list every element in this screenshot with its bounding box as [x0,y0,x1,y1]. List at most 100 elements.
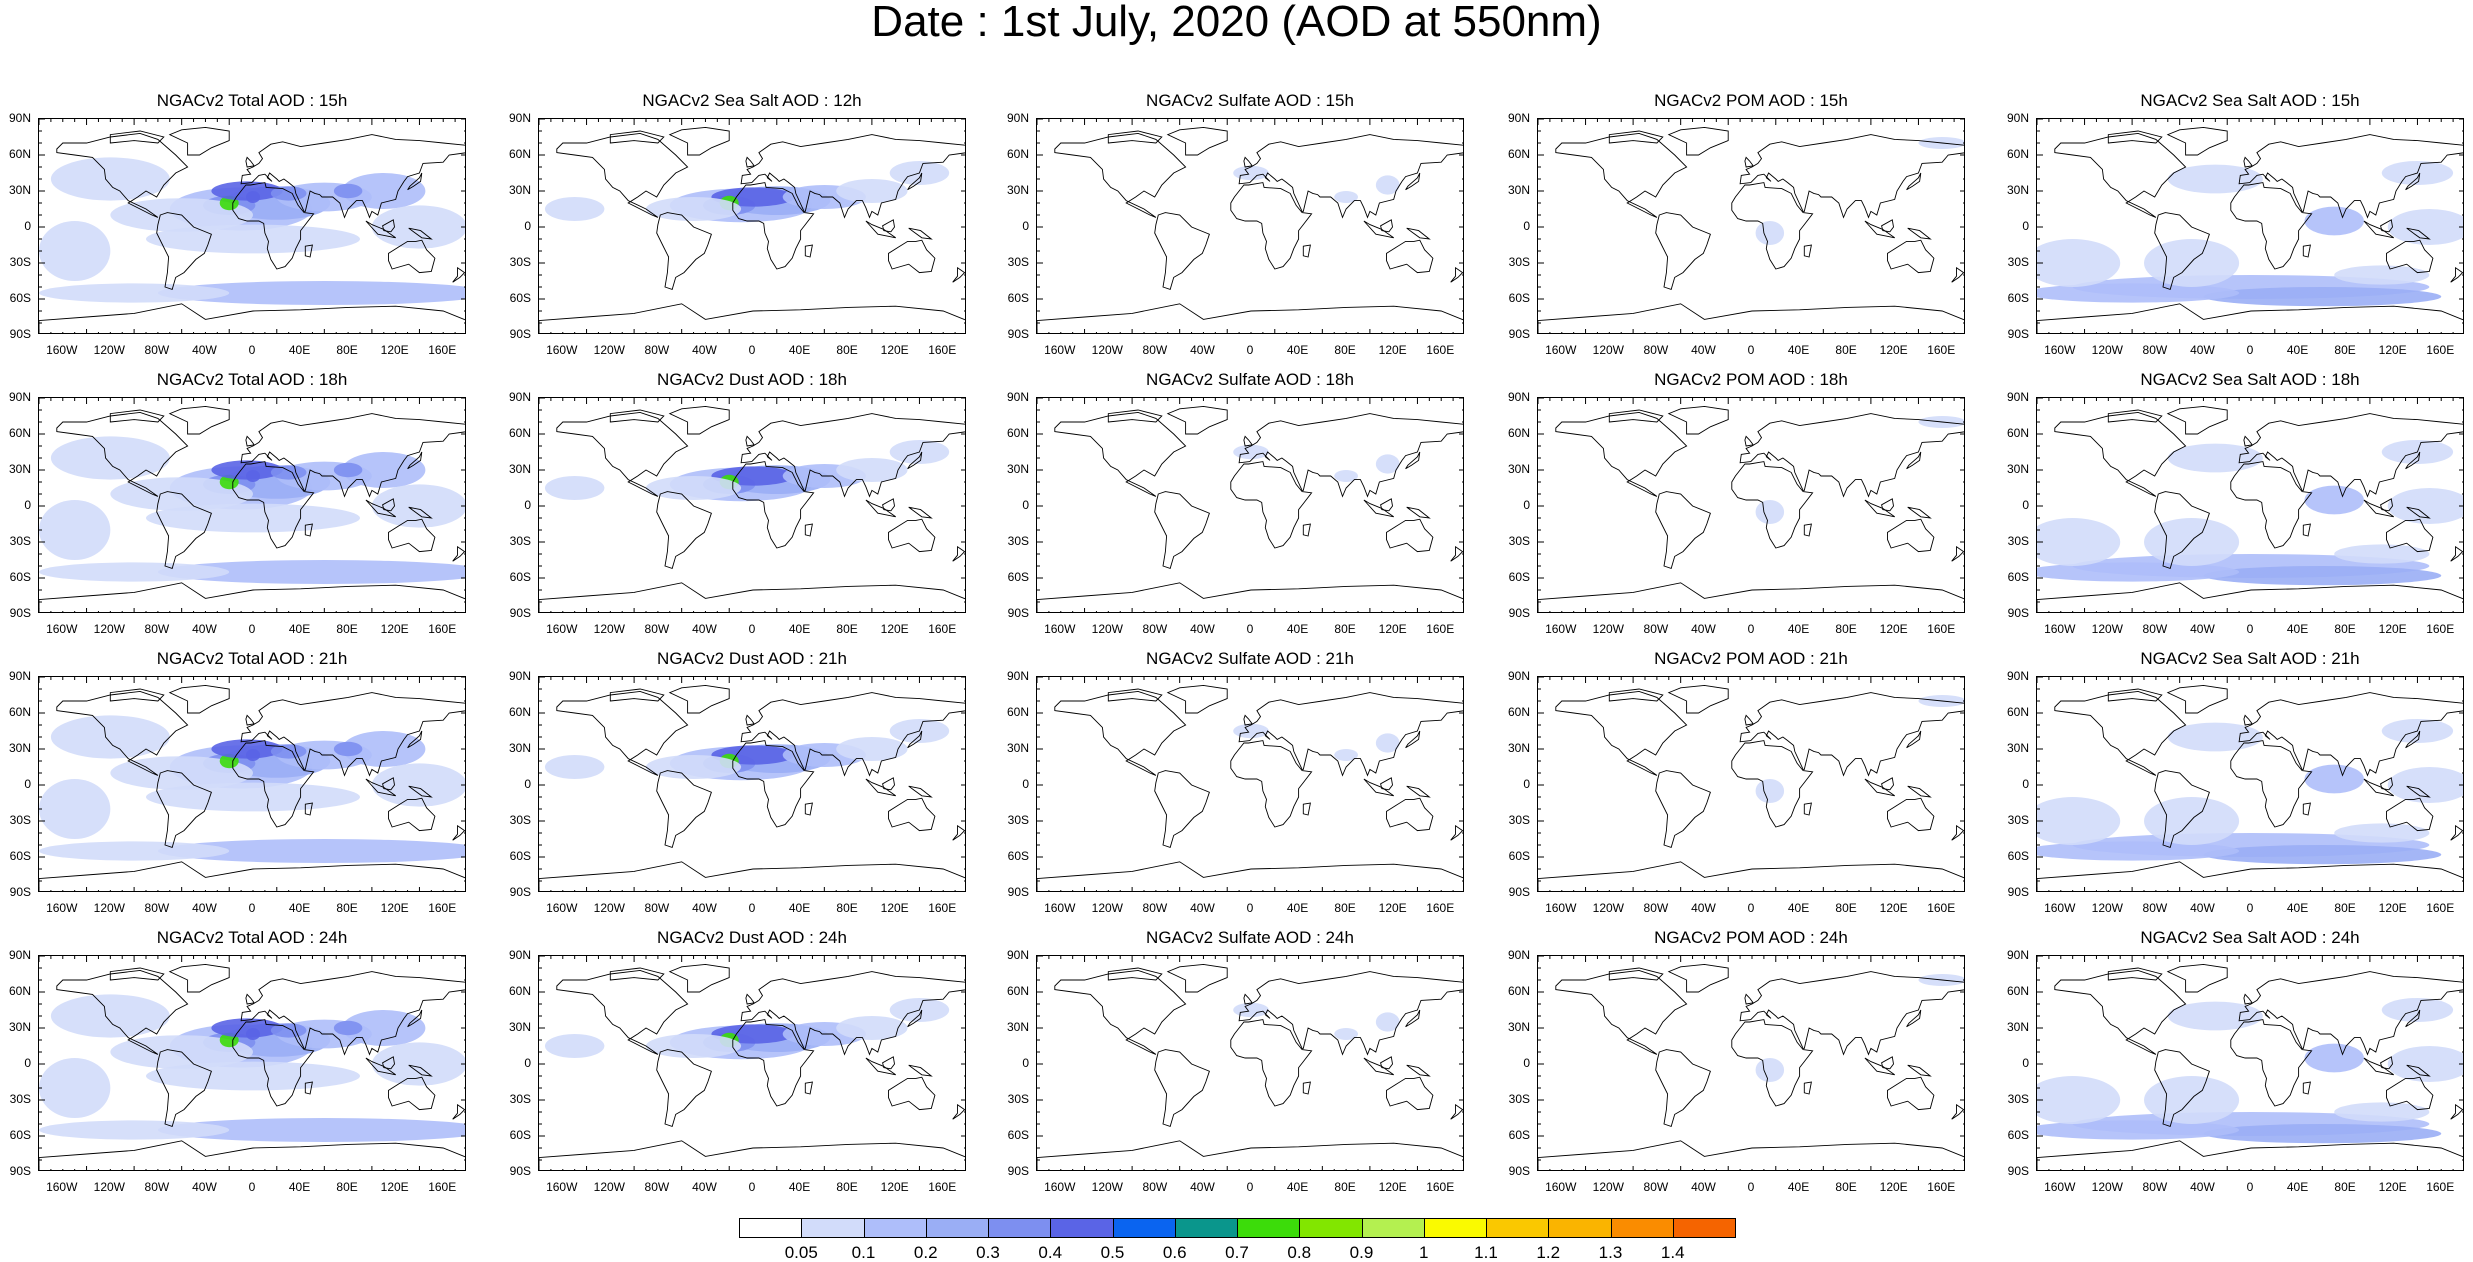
coastline-greenland [668,405,730,435]
latitude-label: 0 [24,1056,31,1070]
longitude-label: 120W [1091,343,1123,357]
longitude-label: 0 [1747,622,1755,636]
coastline-africa [732,182,815,270]
coastline-antarctica [1037,303,1463,333]
coastline-borneo [2380,1056,2393,1070]
latitude-label: 60N [1006,147,1029,161]
colorbar-label: 1.1 [1474,1243,1498,1262]
latitude-label: 30S [509,534,531,548]
longitude-label: 0 [1747,901,1755,915]
longitude-label: 160W [2044,343,2076,357]
coastline-northAmerica [2054,690,2187,776]
aod-region [1233,1002,1269,1018]
longitude-label: 120W [1592,622,1624,636]
coastline-borneo [882,498,895,512]
coastline-africa [232,461,315,549]
colorbar-label: 1.2 [1536,1243,1561,1262]
coastline-japan [1906,730,1922,749]
coastline-newZealand [952,545,965,562]
coastline-antarctica [2037,1140,2463,1170]
world-map [2037,956,2463,1170]
coastline-japan [907,730,923,749]
coastline-northAmerica [556,132,689,218]
coastline-southAmerica [1154,770,1210,848]
coastline-africa [732,461,815,549]
latitude-label: 60N [508,147,531,161]
coastline-southAmerica [2154,212,2210,290]
latitude-label: 60N [8,147,31,161]
coastline-newGuinea [2406,506,2431,519]
coastline-newGuinea [908,1064,933,1077]
latitude-label: 30S [1007,813,1029,827]
coastline-greenland [168,126,230,156]
coastline-africa [2230,740,2313,828]
longitude-label: 40E [788,901,811,915]
latitude-label: 30N [8,1020,31,1034]
longitude-label: 160E [928,622,957,636]
aod-region [39,500,111,560]
longitude-label: 80E [2334,622,2356,636]
aod-region [157,1118,465,1142]
latitude-label: 30N [2006,1020,2029,1034]
aod-region [2334,265,2430,285]
coastline-greatBritain [1744,156,1755,168]
map-panel: NGACv2 POM AOD : 18h 90N 60N 30N 0 30S 60S 90S 1… [1508,370,1965,635]
latitude-label: 90N [2006,669,2029,683]
longitude-label: 80W [2142,622,2168,636]
coastline-greatBritain [745,435,756,447]
latitude-label: 90N [1006,111,1029,125]
latitude-label: 0 [24,219,31,233]
latitude-label: 0 [1523,777,1530,791]
latitude-label: 60N [1006,705,1029,719]
longitude-label: 120W [593,901,625,915]
colorbar-legend: 0.05 0.1 0.2 0.3 0.4 0.5 0.6 0.7 0.8 0.9 1 1.1 1.2 1.… [739,1218,1736,1262]
longitude-label: 160W [46,901,78,915]
aod-region [157,281,465,305]
latitude-label: 60N [2006,984,2029,998]
coastline-eurasia [2238,413,2463,498]
coastline-australia [888,239,936,274]
coastline-greenland [168,963,230,993]
longitude-label: 0 [1246,1180,1254,1194]
longitude-label: 40E [1787,622,1810,636]
aod-region [39,1120,230,1140]
aod-region [1334,749,1358,761]
coastline-greenland [1166,963,1228,993]
latitude-label: 0 [2022,498,2029,512]
coastline-madagascar [1302,1081,1311,1095]
coastline-southAmerica [2154,770,2210,848]
aod-region [646,755,742,779]
coastline-arcticIslands [109,130,165,144]
coastline-indonesia [365,778,396,797]
map-frame [38,955,466,1171]
coastline-borneo [382,777,395,791]
coastline-australia [1386,1076,1434,1111]
longitude-label: 0 [748,1180,756,1194]
map-panel: NGACv2 Sulfate AOD : 18h 90N 60N 30N 0 30S 60S… [1007,370,1464,635]
coastline-newZealand [2450,824,2463,841]
latitude-label: 60S [509,1128,531,1142]
colorbar-swatch [863,1218,927,1238]
colorbar-swatch [739,1218,803,1238]
coastline-northAmerica [2054,411,2187,497]
coastline-antarctica [539,303,965,333]
latitude-label: 90S [509,327,531,341]
longitude-label: 40W [1691,901,1716,915]
longitude-label: 120E [1879,901,1908,915]
coastline-southAmerica [2154,1049,2210,1127]
map-panel: NGACv2 POM AOD : 21h 90N 60N 30N 0 30S 60S 90S 1… [1508,649,1965,914]
coastline-northAmerica [2054,132,2187,218]
latitude-label: 30S [2007,534,2029,548]
aod-region [371,484,465,528]
coastline-japan [407,172,423,191]
longitude-label: 80W [144,1180,170,1194]
coastline-indonesia [1363,499,1394,518]
latitude-label: 30N [1006,462,1029,476]
coastline-japan [2405,451,2421,470]
aod-region [2387,209,2463,245]
aod-region [2304,206,2364,236]
coastline-greatBritain [1243,993,1254,1005]
coastline-newZealand [1450,545,1463,562]
coastline-madagascar [2302,1081,2311,1095]
longitude-label: 120E [1378,1180,1407,1194]
